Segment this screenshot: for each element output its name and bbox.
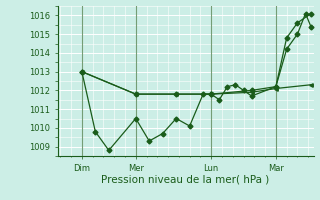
X-axis label: Pression niveau de la mer( hPa ): Pression niveau de la mer( hPa )	[101, 174, 270, 184]
